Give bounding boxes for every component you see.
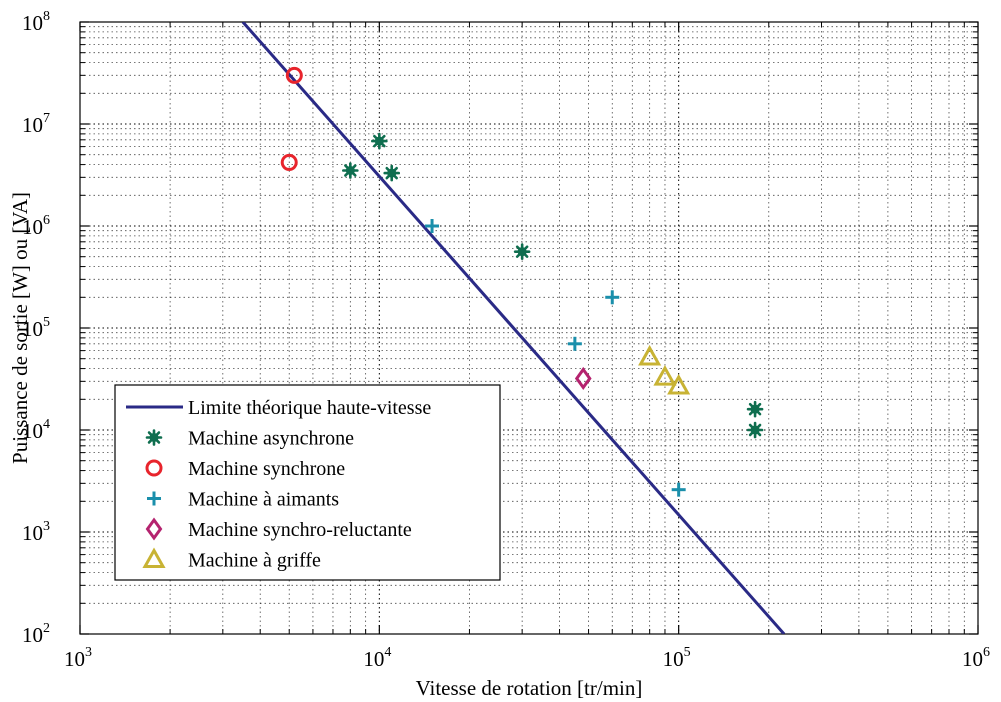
series-0 — [241, 22, 786, 634]
legend: Limite théorique haute-vitesse Machine as… — [114, 384, 501, 581]
series-3 — [425, 219, 686, 497]
data-point-triangle-shape — [653, 365, 677, 386]
data-point-triangle — [667, 373, 691, 395]
legend-swatch-triangle — [142, 547, 166, 568]
x-tick-label-exponent: 3 — [85, 645, 92, 660]
data-point-asterisk — [383, 164, 401, 182]
data-point-plus — [425, 219, 440, 233]
data-point-asterisk-core — [517, 247, 527, 257]
y-tick-label: 105 — [22, 315, 50, 341]
data-point-circle — [280, 153, 298, 171]
x-axis-label: Vitesse de rotation [tr/min] — [416, 676, 643, 700]
legend-label: Limite théorique haute-vitesse — [188, 397, 431, 419]
data-point-plus — [567, 336, 582, 351]
y-tick-label: 103 — [22, 519, 50, 545]
x-tick-label-base: 10 — [64, 647, 85, 671]
y-tick-label-base: 10 — [22, 317, 43, 341]
data-point-diamond-shape — [574, 366, 592, 391]
data-point-triangle-shape — [638, 344, 662, 366]
y-tick-label: 104 — [22, 417, 50, 443]
y-axis-label: Puissance de sortie [W] ou [VA] — [8, 192, 32, 464]
y-tick-label-base: 10 — [22, 521, 43, 545]
x-tick-label-exponent: 4 — [384, 645, 391, 660]
legend-swatch-circle — [145, 459, 163, 477]
data-point-triangle — [653, 365, 677, 386]
data-point-plus — [671, 482, 686, 497]
y-tick-label-exponent: 2 — [43, 621, 50, 636]
x-tick-label-exponent: 5 — [684, 645, 691, 660]
data-point-asterisk-core — [750, 404, 760, 414]
x-tick-label-base: 10 — [962, 647, 983, 671]
legend-label: Machine synchro-reluctante — [188, 519, 412, 541]
data-point-triangle-shape — [667, 373, 691, 395]
x-tick-label: 104 — [363, 645, 391, 671]
series-layer — [241, 22, 786, 634]
data-point-asterisk — [513, 243, 531, 260]
x-tick-label: 106 — [962, 645, 990, 671]
data-point-triangle — [638, 344, 662, 366]
legend-swatch-plus — [147, 491, 161, 506]
legend-box — [114, 384, 501, 581]
data-point-circle-ring — [285, 66, 303, 84]
legend-label: Machine à aimants — [188, 489, 339, 511]
y-tick-label-base: 10 — [22, 623, 43, 647]
x-tick-label-exponent: 6 — [983, 645, 990, 660]
x-tick-label: 105 — [663, 645, 691, 671]
legend-swatch-triangle-shape — [142, 547, 166, 568]
y-tick-label-base: 10 — [22, 419, 43, 443]
y-tick-label: 106 — [22, 213, 50, 239]
x-tick-label-base: 10 — [663, 647, 684, 671]
legend-swatch-asterisk-core — [149, 433, 159, 442]
legend-swatch-asterisk — [145, 429, 163, 446]
data-point-circle — [285, 66, 303, 84]
y-tick-label-exponent: 7 — [43, 111, 50, 126]
legend-swatch-circle-ring — [145, 459, 163, 477]
y-tick-label-exponent: 6 — [43, 213, 50, 228]
legend-swatch-diamond — [145, 517, 163, 541]
y-tick-label: 102 — [22, 621, 50, 647]
y-tick-label: 108 — [22, 9, 50, 35]
series-4 — [574, 366, 592, 391]
data-point-asterisk — [371, 132, 388, 150]
data-point-asterisk-core — [750, 425, 760, 435]
legend-label: Machine synchrone — [188, 458, 345, 480]
y-tick-label-exponent: 8 — [43, 9, 50, 24]
data-point-asterisk — [342, 162, 359, 179]
series-2 — [280, 66, 303, 171]
series-5 — [638, 344, 691, 395]
y-tick-label-exponent: 3 — [43, 519, 50, 534]
data-point-asterisk — [746, 421, 764, 439]
data-point-asterisk-core — [374, 136, 384, 146]
data-point-asterisk-core — [345, 166, 355, 176]
legend-swatch-diamond-shape — [145, 517, 163, 541]
data-point-circle-ring — [280, 153, 298, 171]
x-tick-label: 103 — [64, 645, 92, 671]
y-tick-label-base: 10 — [22, 113, 43, 137]
y-tick-label-base: 10 — [22, 215, 43, 239]
y-tick-label: 107 — [22, 111, 50, 137]
y-tick-label-exponent: 4 — [43, 417, 50, 432]
data-point-diamond — [574, 366, 592, 391]
data-point-asterisk-core — [387, 168, 397, 178]
series-line — [241, 22, 786, 634]
y-tick-label-base: 10 — [22, 11, 43, 35]
x-tick-label-base: 10 — [363, 647, 384, 671]
legend-label: Machine à griffe — [188, 550, 321, 572]
legend-label: Machine asynchrone — [188, 428, 354, 450]
axis-ticks — [79, 21, 979, 635]
series-1 — [342, 132, 764, 439]
data-point-plus — [605, 290, 620, 305]
y-tick-label-exponent: 5 — [43, 315, 50, 330]
data-point-asterisk — [746, 400, 764, 418]
